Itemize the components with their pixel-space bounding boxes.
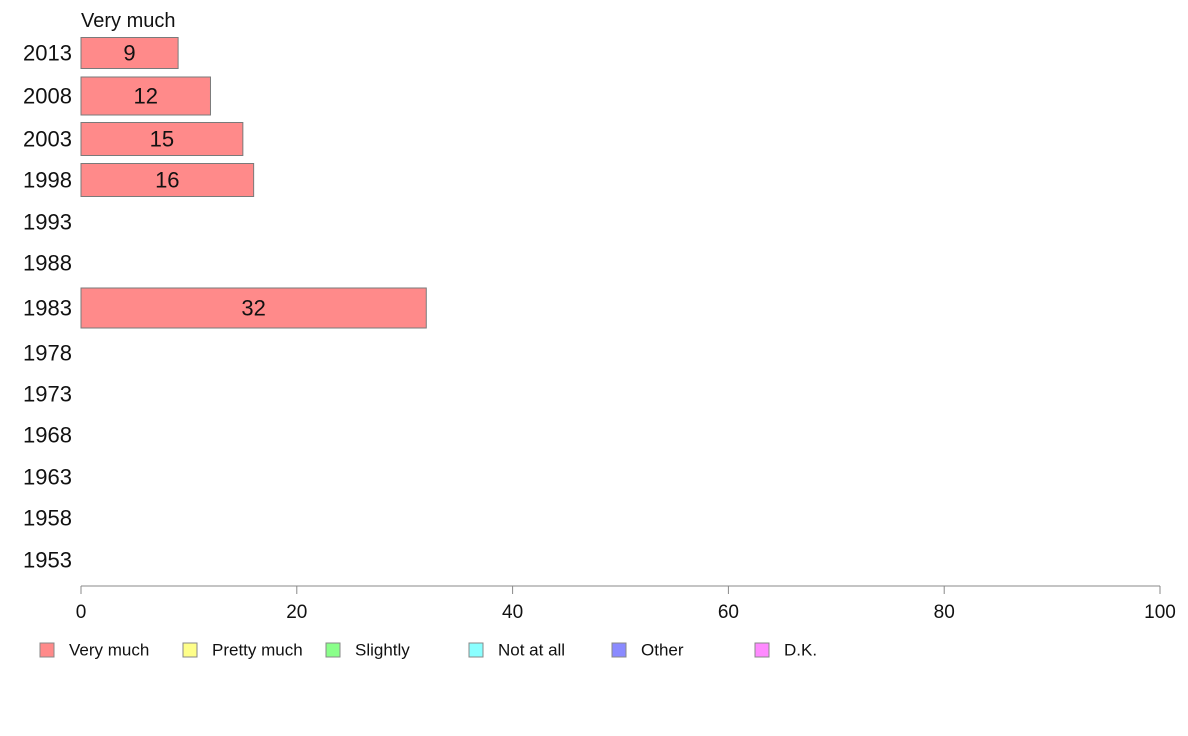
x-tick-label: 0 <box>76 602 87 623</box>
legend-swatch <box>754 642 770 658</box>
bar <box>80 37 179 69</box>
category-label: 1998 <box>23 168 72 193</box>
category-label: 1958 <box>23 506 72 531</box>
legend-label: Very much <box>69 641 149 660</box>
x-axis: 0 20 40 60 80 100 <box>76 585 1176 623</box>
category-label: 2003 <box>23 127 72 152</box>
category-label: 1988 <box>23 251 72 276</box>
x-tick-label: 40 <box>502 602 523 623</box>
bar <box>80 287 427 329</box>
legend-item: Pretty much <box>182 641 303 660</box>
legend-label: Slightly <box>355 641 410 660</box>
bar <box>80 76 211 116</box>
category-label: 2013 <box>23 41 72 66</box>
bar-value-label: 12 <box>133 84 157 109</box>
legend-label: D.K. <box>784 641 817 660</box>
bar <box>80 163 255 197</box>
category-label: 1963 <box>23 465 72 490</box>
bar <box>80 122 244 156</box>
category-label: 1973 <box>23 382 72 407</box>
bar-value-label: 16 <box>155 168 179 193</box>
legend-item: Other <box>611 641 684 660</box>
category-label: 1978 <box>23 341 72 366</box>
legend-label: Other <box>641 641 684 660</box>
legend: Very much Pretty much Slightly Not at all Ot… <box>39 641 817 660</box>
category-label: 1983 <box>23 296 72 321</box>
legend-swatch <box>182 642 198 658</box>
legend-label: Not at all <box>498 641 565 660</box>
x-tick-label: 20 <box>286 602 307 623</box>
category-label: 1993 <box>23 210 72 235</box>
category-label: 1968 <box>23 423 72 448</box>
legend-item: Not at all <box>468 641 565 660</box>
category-labels: 2013 2008 2003 1998 1993 1988 1983 1978 1973 1968… <box>23 41 72 573</box>
x-tick-label: 80 <box>934 602 955 623</box>
legend-swatch <box>611 642 627 658</box>
bar-value-label: 32 <box>241 296 265 321</box>
legend-item: Slightly <box>325 641 410 660</box>
chart-title: Very much <box>81 10 175 32</box>
x-tick-label: 60 <box>718 602 739 623</box>
bars: 9 12 15 16 32 <box>80 37 427 329</box>
bar-value-label: 15 <box>150 127 174 152</box>
legend-item: D.K. <box>754 641 817 660</box>
legend-swatch <box>39 642 55 658</box>
bar-value-label: 9 <box>123 41 135 66</box>
legend-label: Pretty much <box>212 641 303 660</box>
legend-swatch <box>325 642 341 658</box>
category-label: 2008 <box>23 84 72 109</box>
x-tick-label: 100 <box>1144 602 1176 623</box>
legend-item: Very much <box>39 641 149 660</box>
category-label: 1953 <box>23 548 72 573</box>
legend-swatch <box>468 642 484 658</box>
